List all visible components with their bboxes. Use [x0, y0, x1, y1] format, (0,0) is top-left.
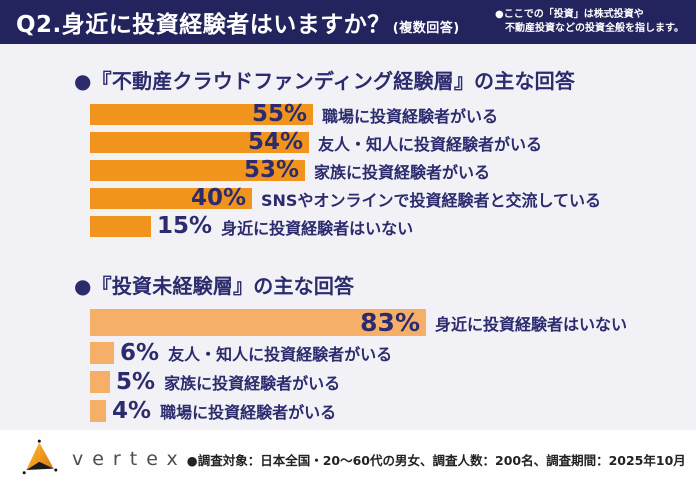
- value-label: 55%: [251, 101, 307, 127]
- value-label: 15%: [157, 213, 213, 239]
- value-label: 83%: [360, 308, 420, 337]
- vertex-logo-text: vertex: [72, 448, 187, 470]
- page-title: Q2.身近に投資経験者はいますか？ (複数回答): [16, 5, 460, 39]
- survey-info: ●調査対象：日本全国・20～60代の男女、調査人数：200名、調査期間：2025…: [186, 452, 686, 468]
- category-label: 家族に投資経験者がいる: [164, 374, 341, 393]
- bar-rows: 83% 身近に投資経験者はいない 6% 友人・知人に投資経験者がいる 5% 家族に投資経験…: [90, 309, 696, 422]
- category-label: 職場に投資経験者がいる: [160, 403, 337, 422]
- bar: [90, 371, 110, 393]
- bar: 40%: [90, 185, 252, 211]
- header: Q2.身近に投資経験者はいますか？ (複数回答) ●ここでの「投資」は株式投資や …: [0, 0, 696, 44]
- vertex-logo-icon: [22, 439, 58, 475]
- chart-section-experienced: ●『不動産クラウドファンディング経験層』の主な回答 55% 職場に投資経験者がいる…: [0, 65, 696, 239]
- bar-row: 54% 友人・知人に投資経験者がいる: [90, 129, 696, 155]
- category-label: 身近に投資経験者はいない: [221, 218, 414, 238]
- bar: 53%: [90, 157, 305, 183]
- value-label: 5%: [116, 368, 156, 395]
- bar-row: 40% SNSやオンラインで投資経験者と交流している: [90, 185, 696, 211]
- bar: 55%: [90, 101, 313, 127]
- header-note-line1: ●ここでの「投資」は株式投資や: [495, 8, 644, 20]
- section-title: ●『不動産クラウドファンディング経験層』の主な回答: [74, 69, 576, 93]
- value-label: 53%: [243, 157, 299, 183]
- question-title: Q2.身近に投資経験者はいますか？: [16, 12, 391, 38]
- bar-row: 6% 友人・知人に投資経験者がいる: [90, 339, 696, 366]
- chart-section-inexperienced: ●『投資未経験層』の主な回答 83% 身近に投資経験者はいない 6% 友人・知人に投資…: [0, 270, 696, 422]
- bar-row: 53% 家族に投資経験者がいる: [90, 157, 696, 183]
- value-label: 40%: [190, 185, 246, 211]
- bar-rows: 55% 職場に投資経験者がいる 54% 友人・知人に投資経験者がいる 53% 家族に投資経…: [90, 101, 696, 239]
- bar: 83%: [90, 309, 426, 336]
- bar-row: 5% 家族に投資経験者がいる: [90, 368, 696, 395]
- category-label: 友人・知人に投資経験者がいる: [318, 134, 543, 154]
- content: ●『不動産クラウドファンディング経験層』の主な回答 55% 職場に投資経験者がいる…: [0, 44, 696, 422]
- bar: 54%: [90, 129, 309, 155]
- bar: [90, 342, 114, 364]
- section-title: ●『投資未経験層』の主な回答: [74, 274, 355, 298]
- header-note: ●ここでの「投資」は株式投資や 不動産投資などの投資全般を指します。: [495, 8, 684, 37]
- value-label: 4%: [112, 397, 152, 424]
- vertex-logo: vertex: [18, 437, 187, 481]
- header-note-line2: 不動産投資などの投資全般を指します。: [495, 23, 684, 34]
- footer: vertex ●調査対象：日本全国・20～60代の男女、調査人数：200名、調査…: [0, 430, 696, 488]
- bar-row: 83% 身近に投資経験者はいない: [90, 309, 696, 336]
- category-label: 身近に投資経験者はいない: [435, 314, 628, 334]
- bar-row: 4% 職場に投資経験者がいる: [90, 397, 696, 424]
- category-label: 家族に投資経験者がいる: [314, 162, 491, 182]
- bar-row: 15% 身近に投資経験者はいない: [90, 213, 696, 239]
- question-title-suffix: (複数回答): [392, 21, 460, 36]
- category-label: 友人・知人に投資経験者がいる: [168, 345, 393, 364]
- value-label: 54%: [247, 129, 303, 155]
- bar: [90, 400, 106, 422]
- category-label: SNSやオンラインで投資経験者と交流している: [261, 190, 601, 210]
- value-label: 6%: [120, 339, 160, 366]
- category-label: 職場に投資経験者がいる: [322, 106, 499, 126]
- bar: [90, 216, 151, 237]
- bar-row: 55% 職場に投資経験者がいる: [90, 101, 696, 127]
